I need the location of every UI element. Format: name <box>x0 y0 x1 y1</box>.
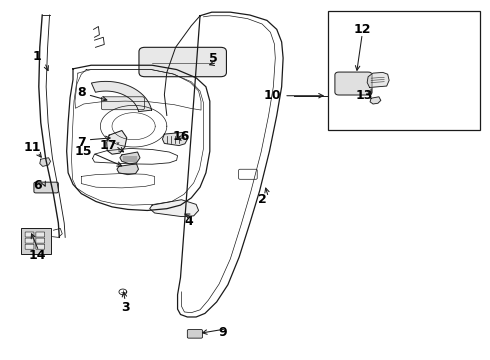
Bar <box>328 12 480 130</box>
Text: 3: 3 <box>121 301 129 314</box>
Text: 13: 13 <box>356 89 373 102</box>
Text: 7: 7 <box>77 136 86 149</box>
Polygon shape <box>92 81 151 112</box>
Polygon shape <box>150 200 198 217</box>
FancyBboxPatch shape <box>139 47 226 77</box>
FancyBboxPatch shape <box>21 228 51 253</box>
Polygon shape <box>107 131 127 154</box>
Text: 16: 16 <box>173 130 190 144</box>
Text: 14: 14 <box>28 249 46 262</box>
Polygon shape <box>162 132 188 145</box>
Text: 12: 12 <box>353 23 371 36</box>
FancyBboxPatch shape <box>36 232 45 237</box>
Text: 6: 6 <box>33 179 42 192</box>
Polygon shape <box>40 158 50 166</box>
FancyBboxPatch shape <box>34 182 58 193</box>
Text: 15: 15 <box>75 145 93 158</box>
Text: 8: 8 <box>77 86 86 99</box>
Text: 11: 11 <box>24 141 41 154</box>
FancyBboxPatch shape <box>36 238 45 243</box>
FancyBboxPatch shape <box>187 329 202 338</box>
FancyBboxPatch shape <box>101 97 145 110</box>
Text: 2: 2 <box>258 193 267 206</box>
Text: 17: 17 <box>99 139 117 152</box>
Text: 9: 9 <box>219 326 227 339</box>
Text: 1: 1 <box>33 50 42 63</box>
FancyBboxPatch shape <box>25 232 34 237</box>
FancyBboxPatch shape <box>36 244 45 249</box>
FancyBboxPatch shape <box>335 72 372 95</box>
Polygon shape <box>117 164 139 175</box>
FancyBboxPatch shape <box>25 244 34 249</box>
Text: 10: 10 <box>263 89 281 102</box>
Text: 4: 4 <box>184 215 193 228</box>
Polygon shape <box>367 72 389 87</box>
FancyBboxPatch shape <box>25 238 34 243</box>
Polygon shape <box>120 152 140 164</box>
Polygon shape <box>370 97 381 104</box>
Text: 5: 5 <box>209 51 218 64</box>
